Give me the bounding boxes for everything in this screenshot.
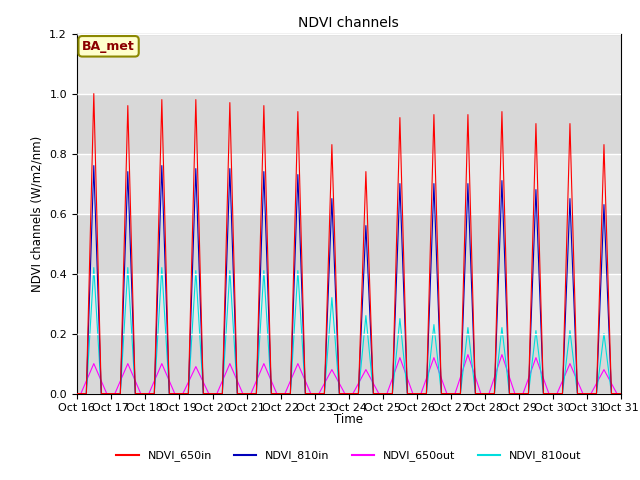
Bar [77, 214, 621, 274]
X-axis label: Time: Time [334, 413, 364, 426]
Bar [77, 334, 621, 394]
Text: BA_met: BA_met [82, 40, 135, 53]
Bar [77, 154, 621, 214]
Legend: NDVI_650in, NDVI_810in, NDVI_650out, NDVI_810out: NDVI_650in, NDVI_810in, NDVI_650out, NDV… [112, 446, 586, 466]
Bar [77, 94, 621, 154]
Y-axis label: NDVI channels (W/m2/nm): NDVI channels (W/m2/nm) [31, 135, 44, 292]
Bar [77, 274, 621, 334]
Bar [77, 34, 621, 94]
Title: NDVI channels: NDVI channels [298, 16, 399, 30]
